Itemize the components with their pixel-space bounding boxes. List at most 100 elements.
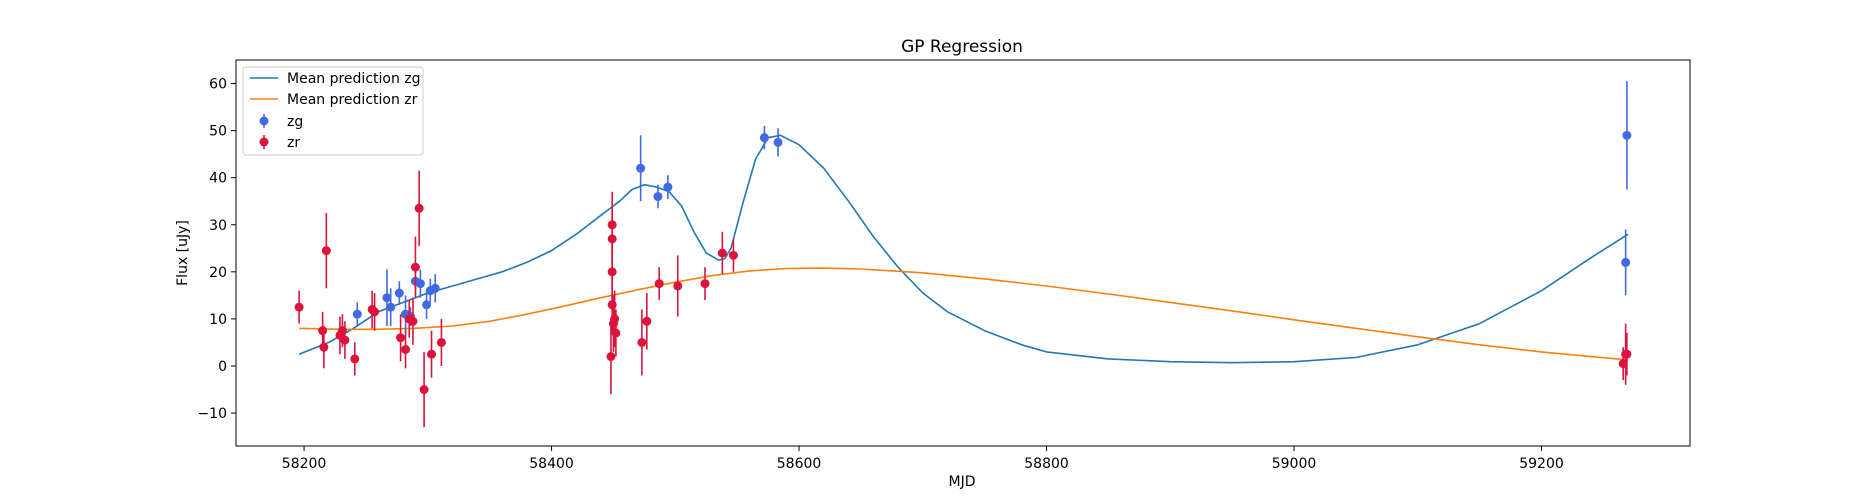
marker (610, 314, 620, 324)
legend-label: zr (287, 135, 300, 151)
x-tick-label: 59000 (1272, 456, 1317, 472)
marker (419, 385, 429, 395)
y-tick-label: −10 (197, 406, 227, 422)
plot-area (294, 81, 1632, 428)
marker (352, 309, 362, 319)
data-point-zr (396, 314, 406, 362)
data-point-zr (319, 325, 329, 369)
marker (642, 316, 652, 326)
data-point-zg (759, 125, 769, 150)
y-tick-label: 10 (209, 312, 227, 328)
marker (606, 352, 616, 362)
legend-entry-zg: zg (259, 114, 303, 130)
marker (1621, 257, 1631, 267)
series-line-mean-prediction-zr (299, 267, 1629, 361)
data-point-zr (700, 267, 710, 301)
data-point-zr (642, 293, 652, 350)
data-point-zr (728, 238, 738, 272)
marker (394, 288, 404, 298)
x-tick-label: 58200 (282, 456, 327, 472)
data-point-zg (352, 302, 362, 326)
x-tick-label: 59200 (1519, 456, 1564, 472)
marker (1622, 349, 1632, 359)
axis-ticks: 58200 58400 58600 58800 59000 59200 −10 0 10 20 30… (197, 77, 1563, 472)
data-point-zg (415, 269, 425, 298)
marker (654, 279, 664, 289)
marker (607, 267, 617, 277)
marker (436, 337, 446, 347)
data-point-zg (1622, 81, 1632, 190)
marker (607, 220, 617, 230)
data-point-zg (422, 290, 432, 319)
data-point-zg (386, 288, 396, 326)
x-axis-title: MJD (949, 474, 976, 490)
legend-box (242, 66, 424, 156)
data-point-zg (653, 184, 663, 209)
data-point-zr (340, 321, 350, 359)
marker (408, 316, 418, 326)
marker (611, 328, 621, 338)
x-tick-label: 58400 (529, 456, 574, 472)
data-point-zg (382, 269, 392, 326)
y-tick-label: 40 (209, 171, 227, 187)
marker (386, 302, 396, 312)
marker (663, 182, 673, 192)
marker (636, 163, 646, 173)
marker (728, 250, 738, 260)
marker (653, 192, 663, 202)
legend-marker-swatch (259, 116, 269, 126)
data-point-zg (394, 281, 404, 305)
data-point-zr (408, 297, 418, 345)
data-point-zr (717, 231, 727, 275)
data-point-zr (370, 293, 380, 331)
marker (673, 281, 683, 291)
legend-label: zg (287, 114, 303, 130)
marker (319, 342, 329, 352)
marker (340, 335, 350, 345)
data-point-zr (294, 290, 304, 324)
marker (382, 293, 392, 303)
legend: Mean prediction zg Mean prediction zr zg zr (242, 66, 424, 156)
data-point-zr (414, 170, 424, 246)
data-point-zr (401, 330, 411, 369)
x-tick-label: 58600 (777, 456, 822, 472)
marker (1622, 130, 1632, 140)
data-point-zg (1621, 229, 1631, 296)
legend-label: Mean prediction zr (287, 92, 418, 108)
y-tick-label: 60 (209, 77, 227, 93)
marker (294, 302, 304, 312)
marker (717, 248, 727, 258)
marker (415, 279, 425, 289)
legend-label: Mean prediction zg (287, 71, 421, 87)
marker (410, 262, 420, 272)
marker (414, 203, 424, 213)
marker (430, 283, 440, 293)
data-point-zr (610, 290, 620, 348)
data-point-zr (427, 330, 437, 378)
marker (773, 137, 783, 147)
x-tick-label: 58800 (1024, 456, 1069, 472)
y-axis-title: Flux [uJy] (175, 220, 191, 286)
data-point-zr (350, 342, 360, 376)
marker (396, 333, 406, 343)
y-tick-label: 0 (218, 359, 227, 375)
marker (759, 133, 769, 143)
marker (318, 326, 328, 336)
chart-title: GP Regression (901, 37, 1023, 57)
legend-entry-zr: zr (259, 135, 300, 151)
data-point-zr (1622, 333, 1632, 376)
data-point-zr (606, 318, 616, 395)
data-point-zr (410, 236, 420, 298)
marker (422, 300, 432, 310)
data-point-zr (419, 351, 429, 428)
legend-entry-mean-prediction-zg: Mean prediction zg (250, 71, 421, 87)
marker (427, 349, 437, 359)
y-tick-label: 30 (209, 218, 227, 234)
marker (637, 337, 647, 347)
data-point-zg (636, 135, 646, 202)
y-tick-label: 50 (209, 124, 227, 140)
data-point-zg (663, 175, 673, 199)
plot-frame (235, 59, 1691, 447)
data-point-zr (611, 309, 621, 357)
